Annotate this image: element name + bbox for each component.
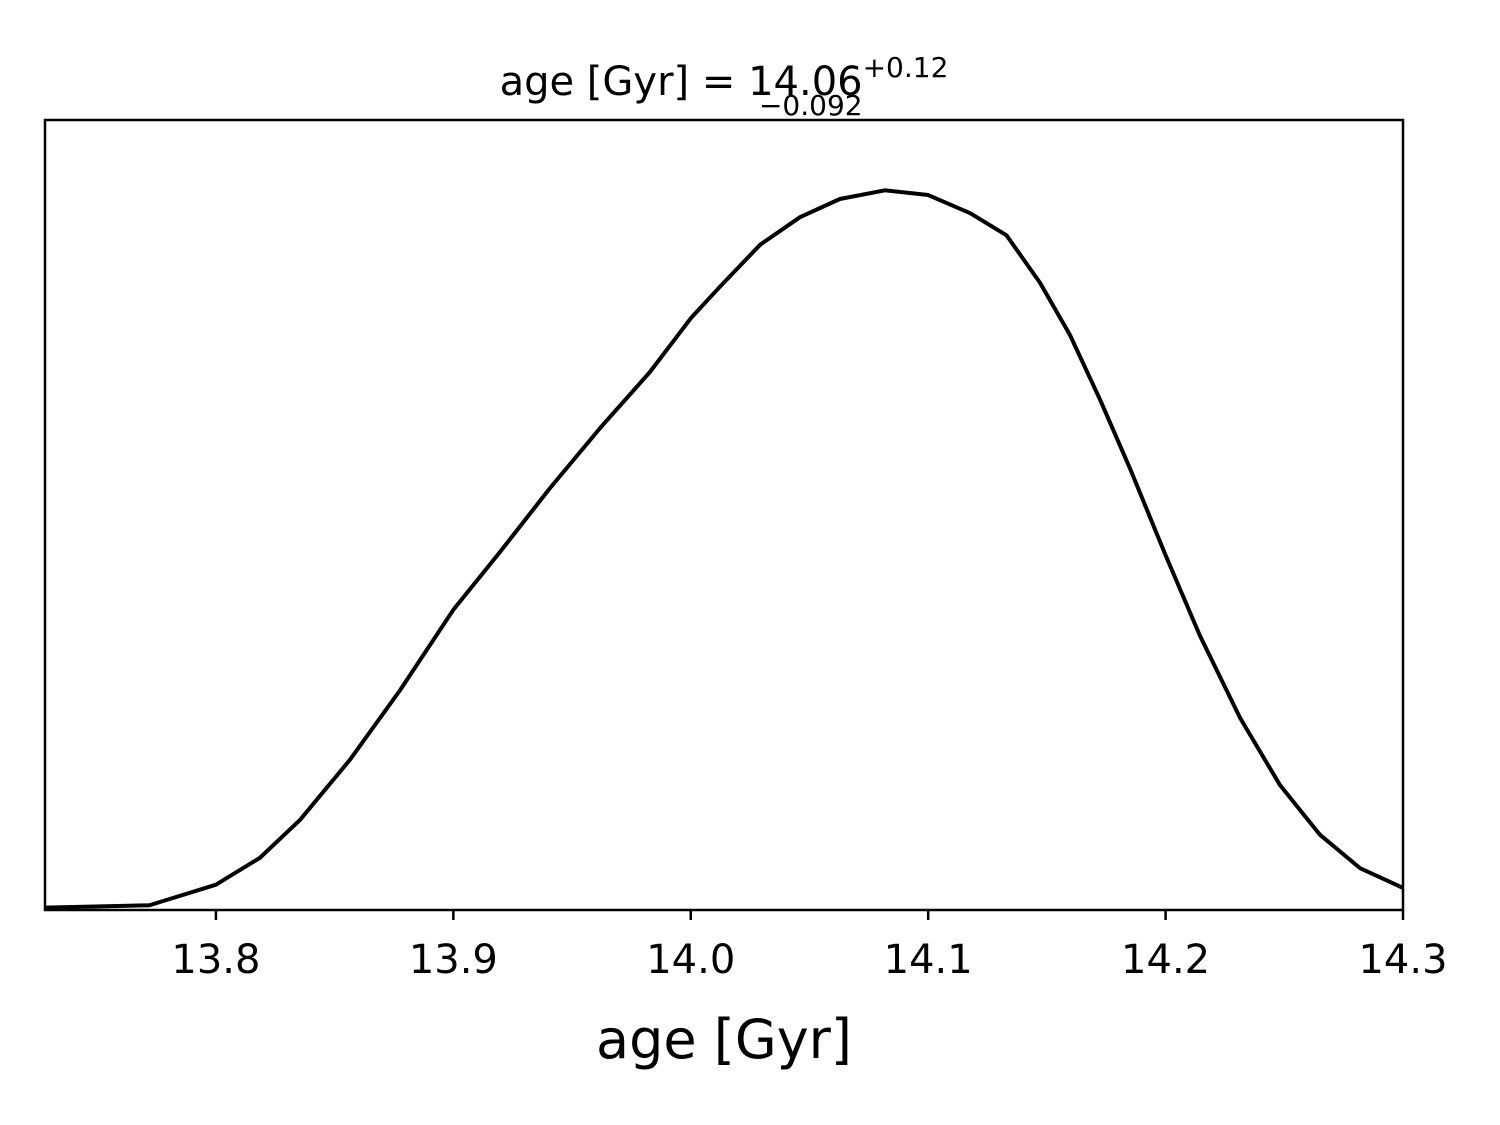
chart-title: age [Gyr] = 14.06+0.12 −0.092 [500, 51, 949, 122]
x-tick-label: 14.0 [646, 937, 735, 983]
x-tick-label: 13.9 [409, 937, 498, 983]
x-tick-label: 13.8 [171, 937, 260, 983]
x-tick-label: 14.2 [1121, 937, 1210, 983]
plot-frame [43, 118, 1405, 912]
title-sup: +0.12 [863, 51, 949, 84]
x-tick-label: 14.1 [884, 937, 973, 983]
title-main: age [Gyr] = 14.06 [500, 59, 863, 105]
x-tick-label: 14.3 [1358, 937, 1447, 983]
x-axis-label: age [Gyr] [596, 1008, 852, 1071]
density-line [44, 188, 1404, 910]
title-sub: −0.092 [759, 89, 863, 122]
